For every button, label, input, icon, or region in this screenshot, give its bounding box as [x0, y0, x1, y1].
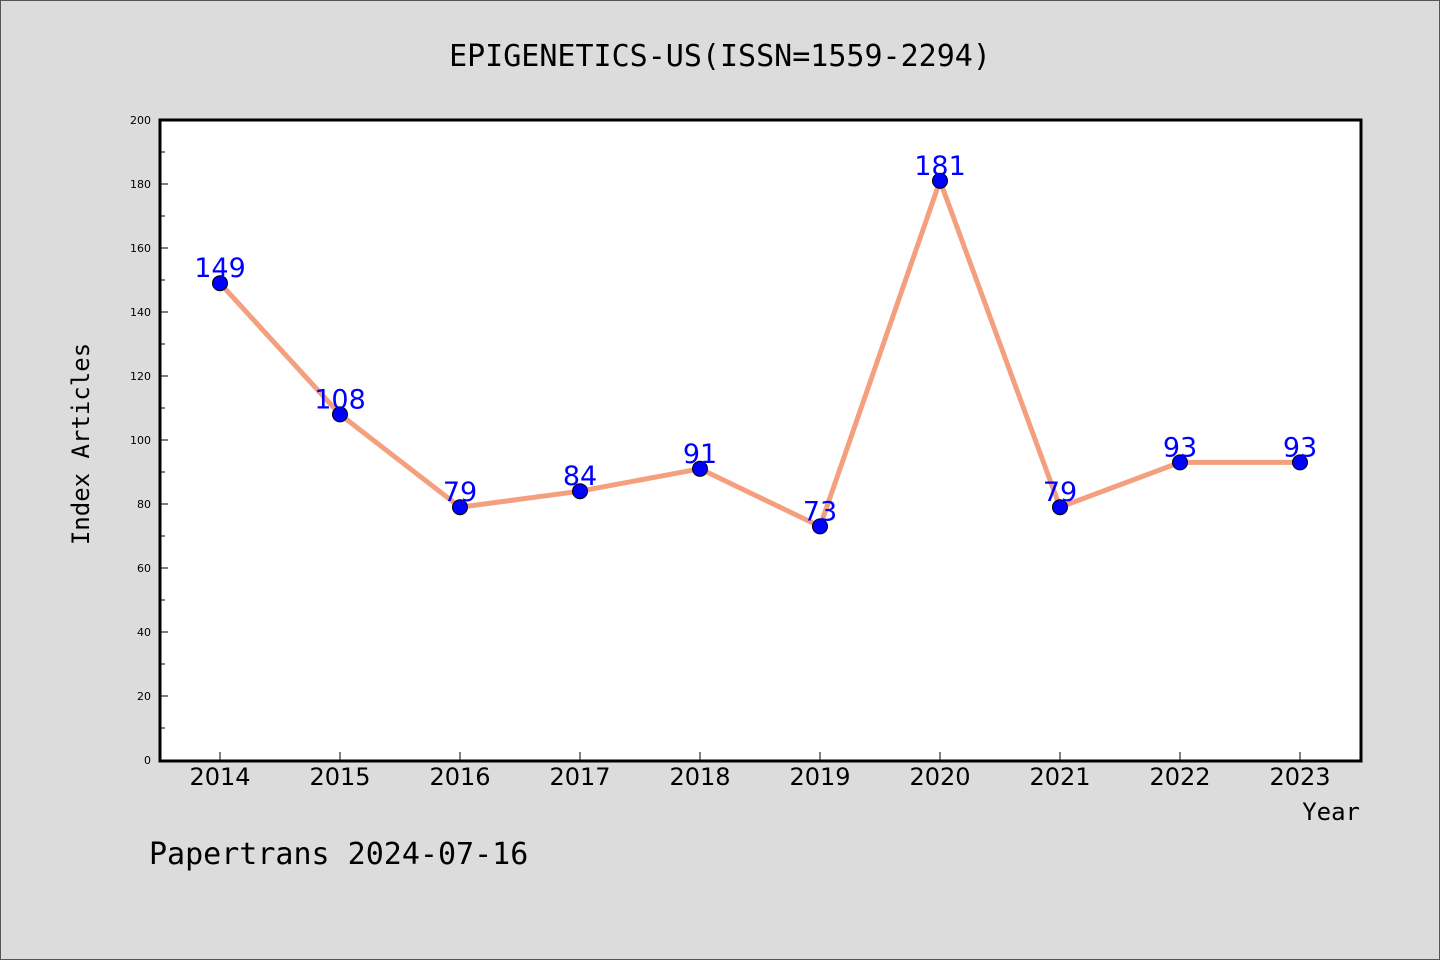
x-tick-label: 2019: [789, 763, 850, 791]
y-tick-label: 20: [137, 690, 151, 703]
y-axis: 0 20 40 60 80 100 120 140 160 180 200: [130, 114, 168, 767]
x-tick-label: 2015: [309, 763, 370, 791]
plot-area: [158, 118, 1363, 763]
x-tick-label: 2016: [429, 763, 490, 791]
y-tick-label: 180: [130, 178, 151, 191]
series-line: [218, 178, 1300, 529]
data-label: 79: [443, 477, 477, 508]
y-tick-label: 80: [137, 498, 151, 511]
x-tick-label: 2020: [909, 763, 970, 791]
data-point: [1172, 454, 1188, 471]
y-tick-label: 100: [130, 434, 151, 447]
data-label: 93: [1163, 432, 1197, 463]
x-tick-label: 2014: [189, 763, 250, 791]
y-tick-label: 40: [137, 626, 151, 639]
x-tick-label: 2018: [669, 763, 730, 791]
chart-title: EPIGENETICS-US(ISSN=1559-2294): [449, 39, 991, 74]
data-point: [932, 172, 948, 189]
data-point: [332, 406, 348, 423]
data-point: [1052, 499, 1068, 516]
data-point: [812, 518, 828, 535]
x-axis: 2014 2015 2016 2017 2018 2019 2020 2021 2022 2023: [189, 752, 1331, 791]
data-label: 73: [803, 496, 837, 527]
x-tick-label: 2023: [1269, 763, 1330, 791]
data-label: 93: [1283, 432, 1317, 463]
data-point: [572, 483, 588, 500]
data-label: 84: [563, 461, 597, 492]
y-tick-label: 0: [144, 754, 151, 767]
data-label: 79: [1043, 477, 1077, 508]
data-label: 91: [683, 439, 717, 470]
x-tick-label: 2021: [1029, 763, 1090, 791]
data-label: 181: [914, 151, 966, 182]
data-point: [1292, 454, 1308, 471]
data-label: 149: [194, 253, 246, 284]
data-point: [692, 460, 708, 477]
y-tick-label: 120: [130, 370, 151, 383]
y-axis-label: Index Articles: [67, 343, 95, 545]
data-point: [452, 499, 468, 516]
y-tick-label: 200: [130, 114, 151, 127]
x-tick-label: 2017: [549, 763, 610, 791]
y-tick-label: 140: [130, 306, 151, 319]
y-tick-label: 160: [130, 242, 151, 255]
data-label: 108: [314, 384, 366, 415]
x-tick-label: 2022: [1149, 763, 1210, 791]
y-tick-label: 60: [137, 562, 151, 575]
data-point: [212, 275, 228, 292]
footer-watermark: Papertrans 2024-07-16: [149, 837, 528, 872]
x-axis-label: Year: [1302, 798, 1360, 826]
series-line-group: 149 108 79 84 91 73 181 79 93 93: [194, 151, 1317, 535]
